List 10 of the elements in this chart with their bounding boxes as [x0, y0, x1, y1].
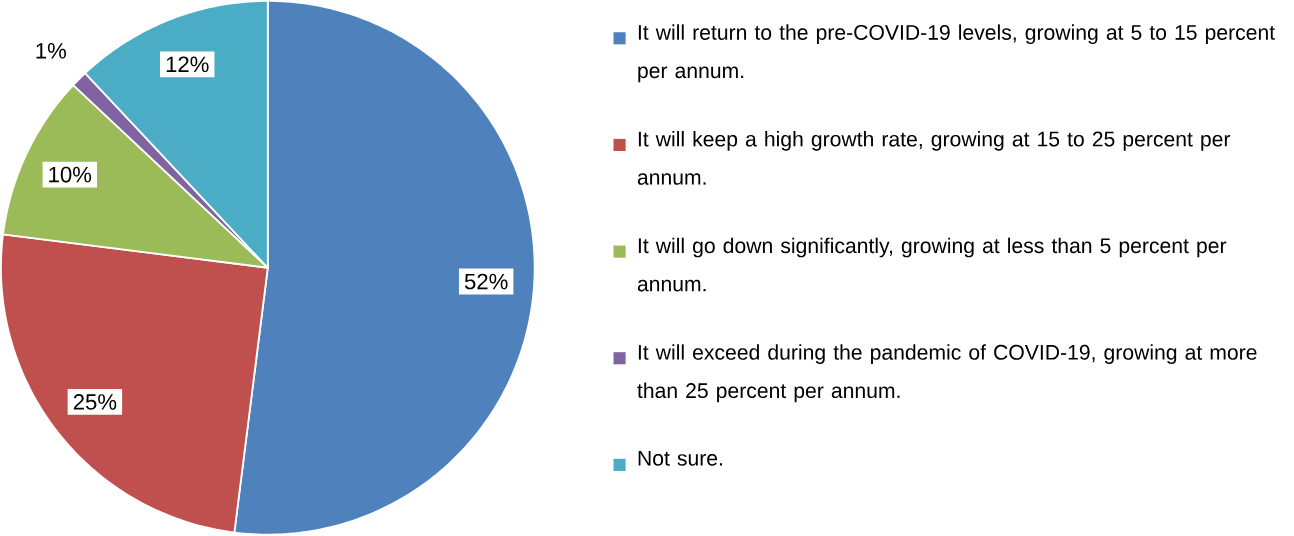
data-label: 52%	[464, 273, 508, 290]
legend-label: It will exceed during the pandemic of COVID-19, growing at more than 25 percent per annum.	[637, 344, 1257, 403]
legend-label: It will keep a high growth rate, growing at 15 to 25 percent per annum.	[637, 131, 1231, 186]
legend-label: Not sure.	[638, 451, 722, 466]
data-label: 25%	[73, 394, 117, 410]
legend-label: It will go down significantly, growing at less than 5 percent per annum.	[637, 237, 1227, 292]
data-label: 10%	[49, 166, 92, 183]
data-label: 1%	[36, 43, 66, 59]
data-label: 12%	[166, 56, 209, 73]
legend-label: It will return to the pre-COVID-19 levels, growing at 5 to 15 percent per annum.	[638, 24, 1275, 83]
